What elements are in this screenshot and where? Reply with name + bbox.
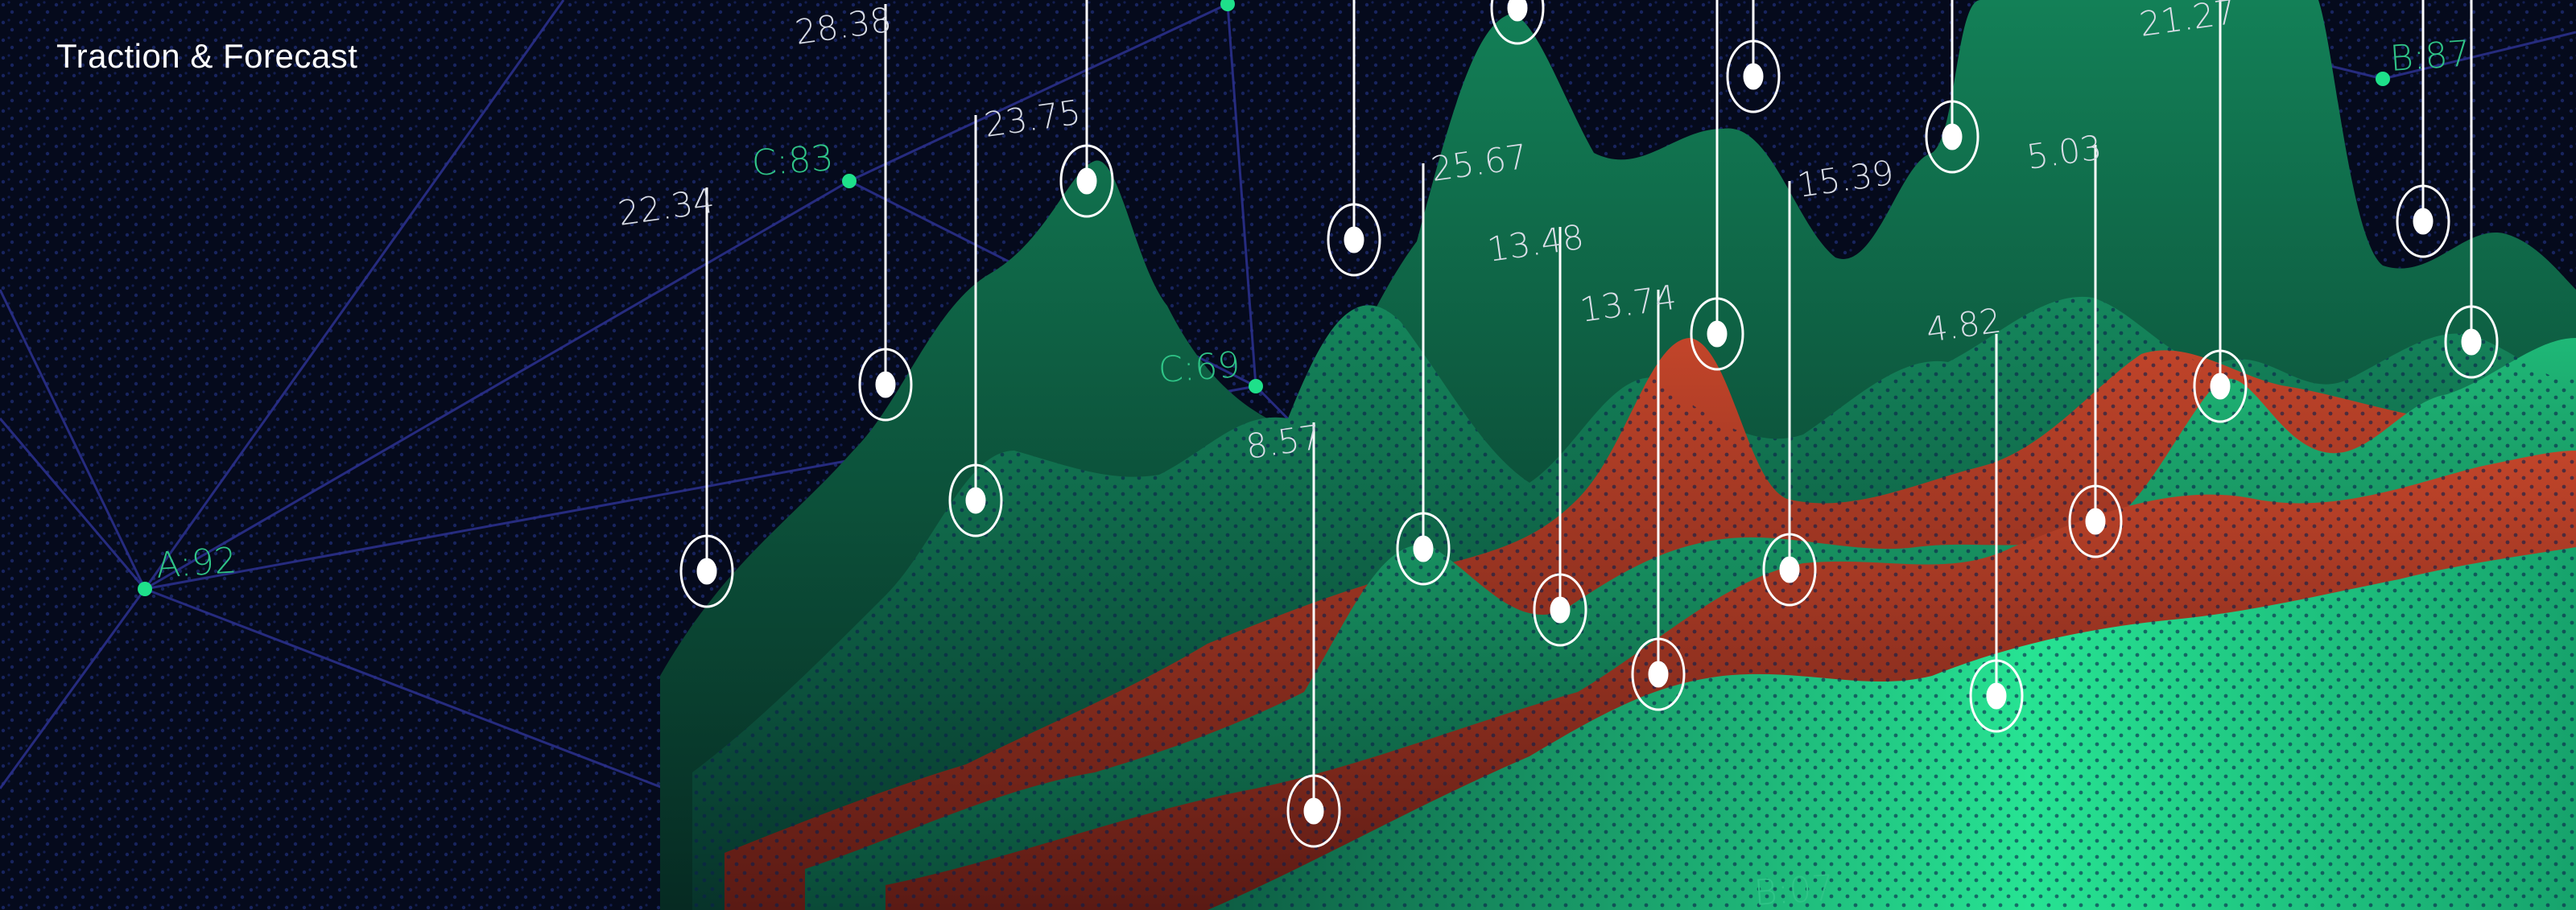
node-label-c83: C:83: [750, 138, 835, 184]
value-marker-1: [858, 4, 913, 422]
value-marker-7: [1396, 163, 1451, 586]
value-marker-13: [1286, 422, 1341, 848]
value-markers: [679, 0, 2499, 848]
value-marker-19: [2444, 0, 2499, 379]
network-node-a92: [138, 582, 152, 596]
node-label-b07: B:07: [1752, 867, 1835, 910]
value-marker-12: [1762, 181, 1817, 607]
value-marker-14: [1925, 0, 1979, 174]
value-marker-3: [948, 115, 1003, 537]
value-marker-16: [2068, 145, 2123, 558]
value-marker-10: [1690, 0, 1744, 371]
value-marker-5: [1327, 0, 1381, 277]
node-labels: A:92 C:83 C:69 B:87 B:07: [155, 33, 2471, 910]
value-marker-15: [1969, 334, 2024, 733]
node-label-a92: A:92: [155, 540, 237, 587]
network-node-b87: [2376, 72, 2390, 86]
network-node-top: [1220, 0, 1235, 11]
value-marker-4: [679, 187, 734, 608]
value-marker-17: [2193, 0, 2248, 423]
value-marker-18: [2396, 0, 2450, 258]
network-nodes: [138, 0, 2390, 596]
value-marker-2: [1059, 0, 1114, 218]
value-marker-11: [1631, 290, 1686, 711]
node-label-b87: B:87: [2388, 33, 2471, 80]
network-node-c69: [1249, 379, 1263, 393]
node-label-c69: C:69: [1157, 344, 1241, 391]
value-marker-9: [1726, 0, 1781, 113]
area-dots-overlay: [692, 296, 2576, 910]
page-title: Traction & Forecast: [56, 37, 358, 75]
value-marker-8: [1533, 227, 1587, 647]
value-marker-6: [1490, 0, 1545, 45]
network-node-c83: [842, 174, 857, 188]
